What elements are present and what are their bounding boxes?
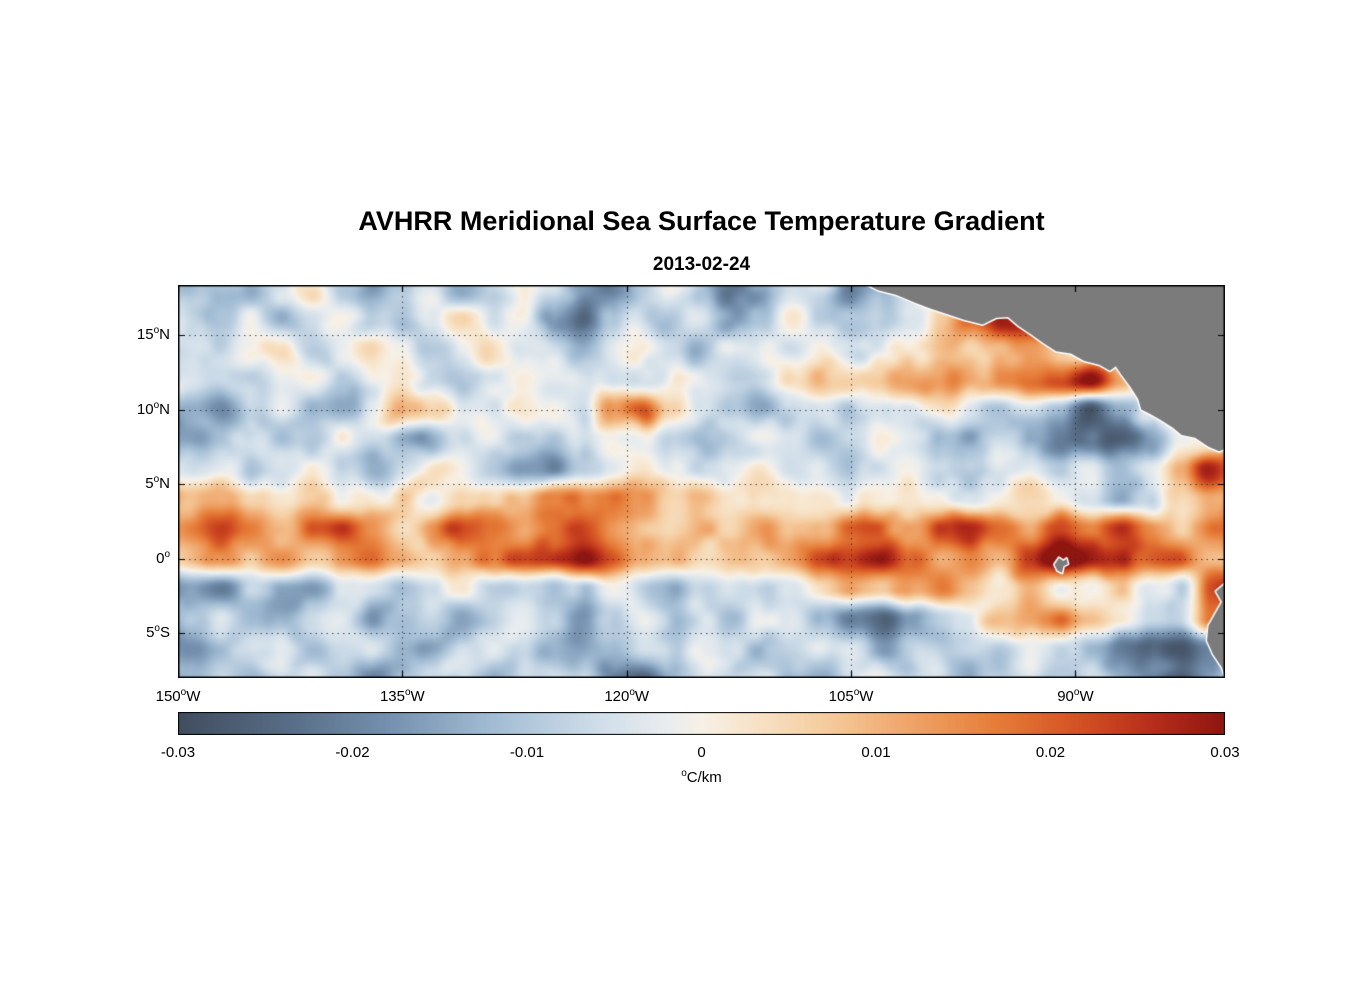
colorbar-gradient (178, 712, 1225, 735)
x-tick-label: 135oW (379, 687, 425, 706)
colorbar-tick-label: 0.01 (861, 744, 891, 761)
colorbar-tick-label: -0.03 (160, 744, 196, 761)
chart-title: AVHRR Meridional Sea Surface Temperature… (358, 206, 1045, 236)
colorbar-tick-label: 0.02 (1035, 744, 1066, 761)
x-tick-label: 150oW (155, 687, 201, 706)
sst-gradient-heatmap (178, 285, 1225, 678)
y-tick-label: 10oN (136, 399, 170, 418)
x-tick-label: 120oW (604, 687, 650, 706)
y-tick-label: 5oS (146, 623, 170, 642)
x-tick-label: 90oW (1057, 687, 1094, 706)
y-tick-label: 5oN (145, 474, 170, 493)
x-tick-label: 105oW (828, 687, 874, 706)
chart-date-subtitle: 2013-02-24 (652, 254, 751, 275)
colorbar-tick-label: -0.02 (335, 744, 370, 761)
colorbar-tick-label: -0.01 (509, 744, 545, 761)
colorbar-unit-label: oC/km (681, 768, 722, 787)
y-tick-label: 0o (156, 548, 170, 567)
y-tick-label: 15oN (136, 324, 170, 343)
colorbar-tick-label: 0.03 (1210, 744, 1240, 761)
colorbar-tick-label: 0 (697, 744, 706, 761)
